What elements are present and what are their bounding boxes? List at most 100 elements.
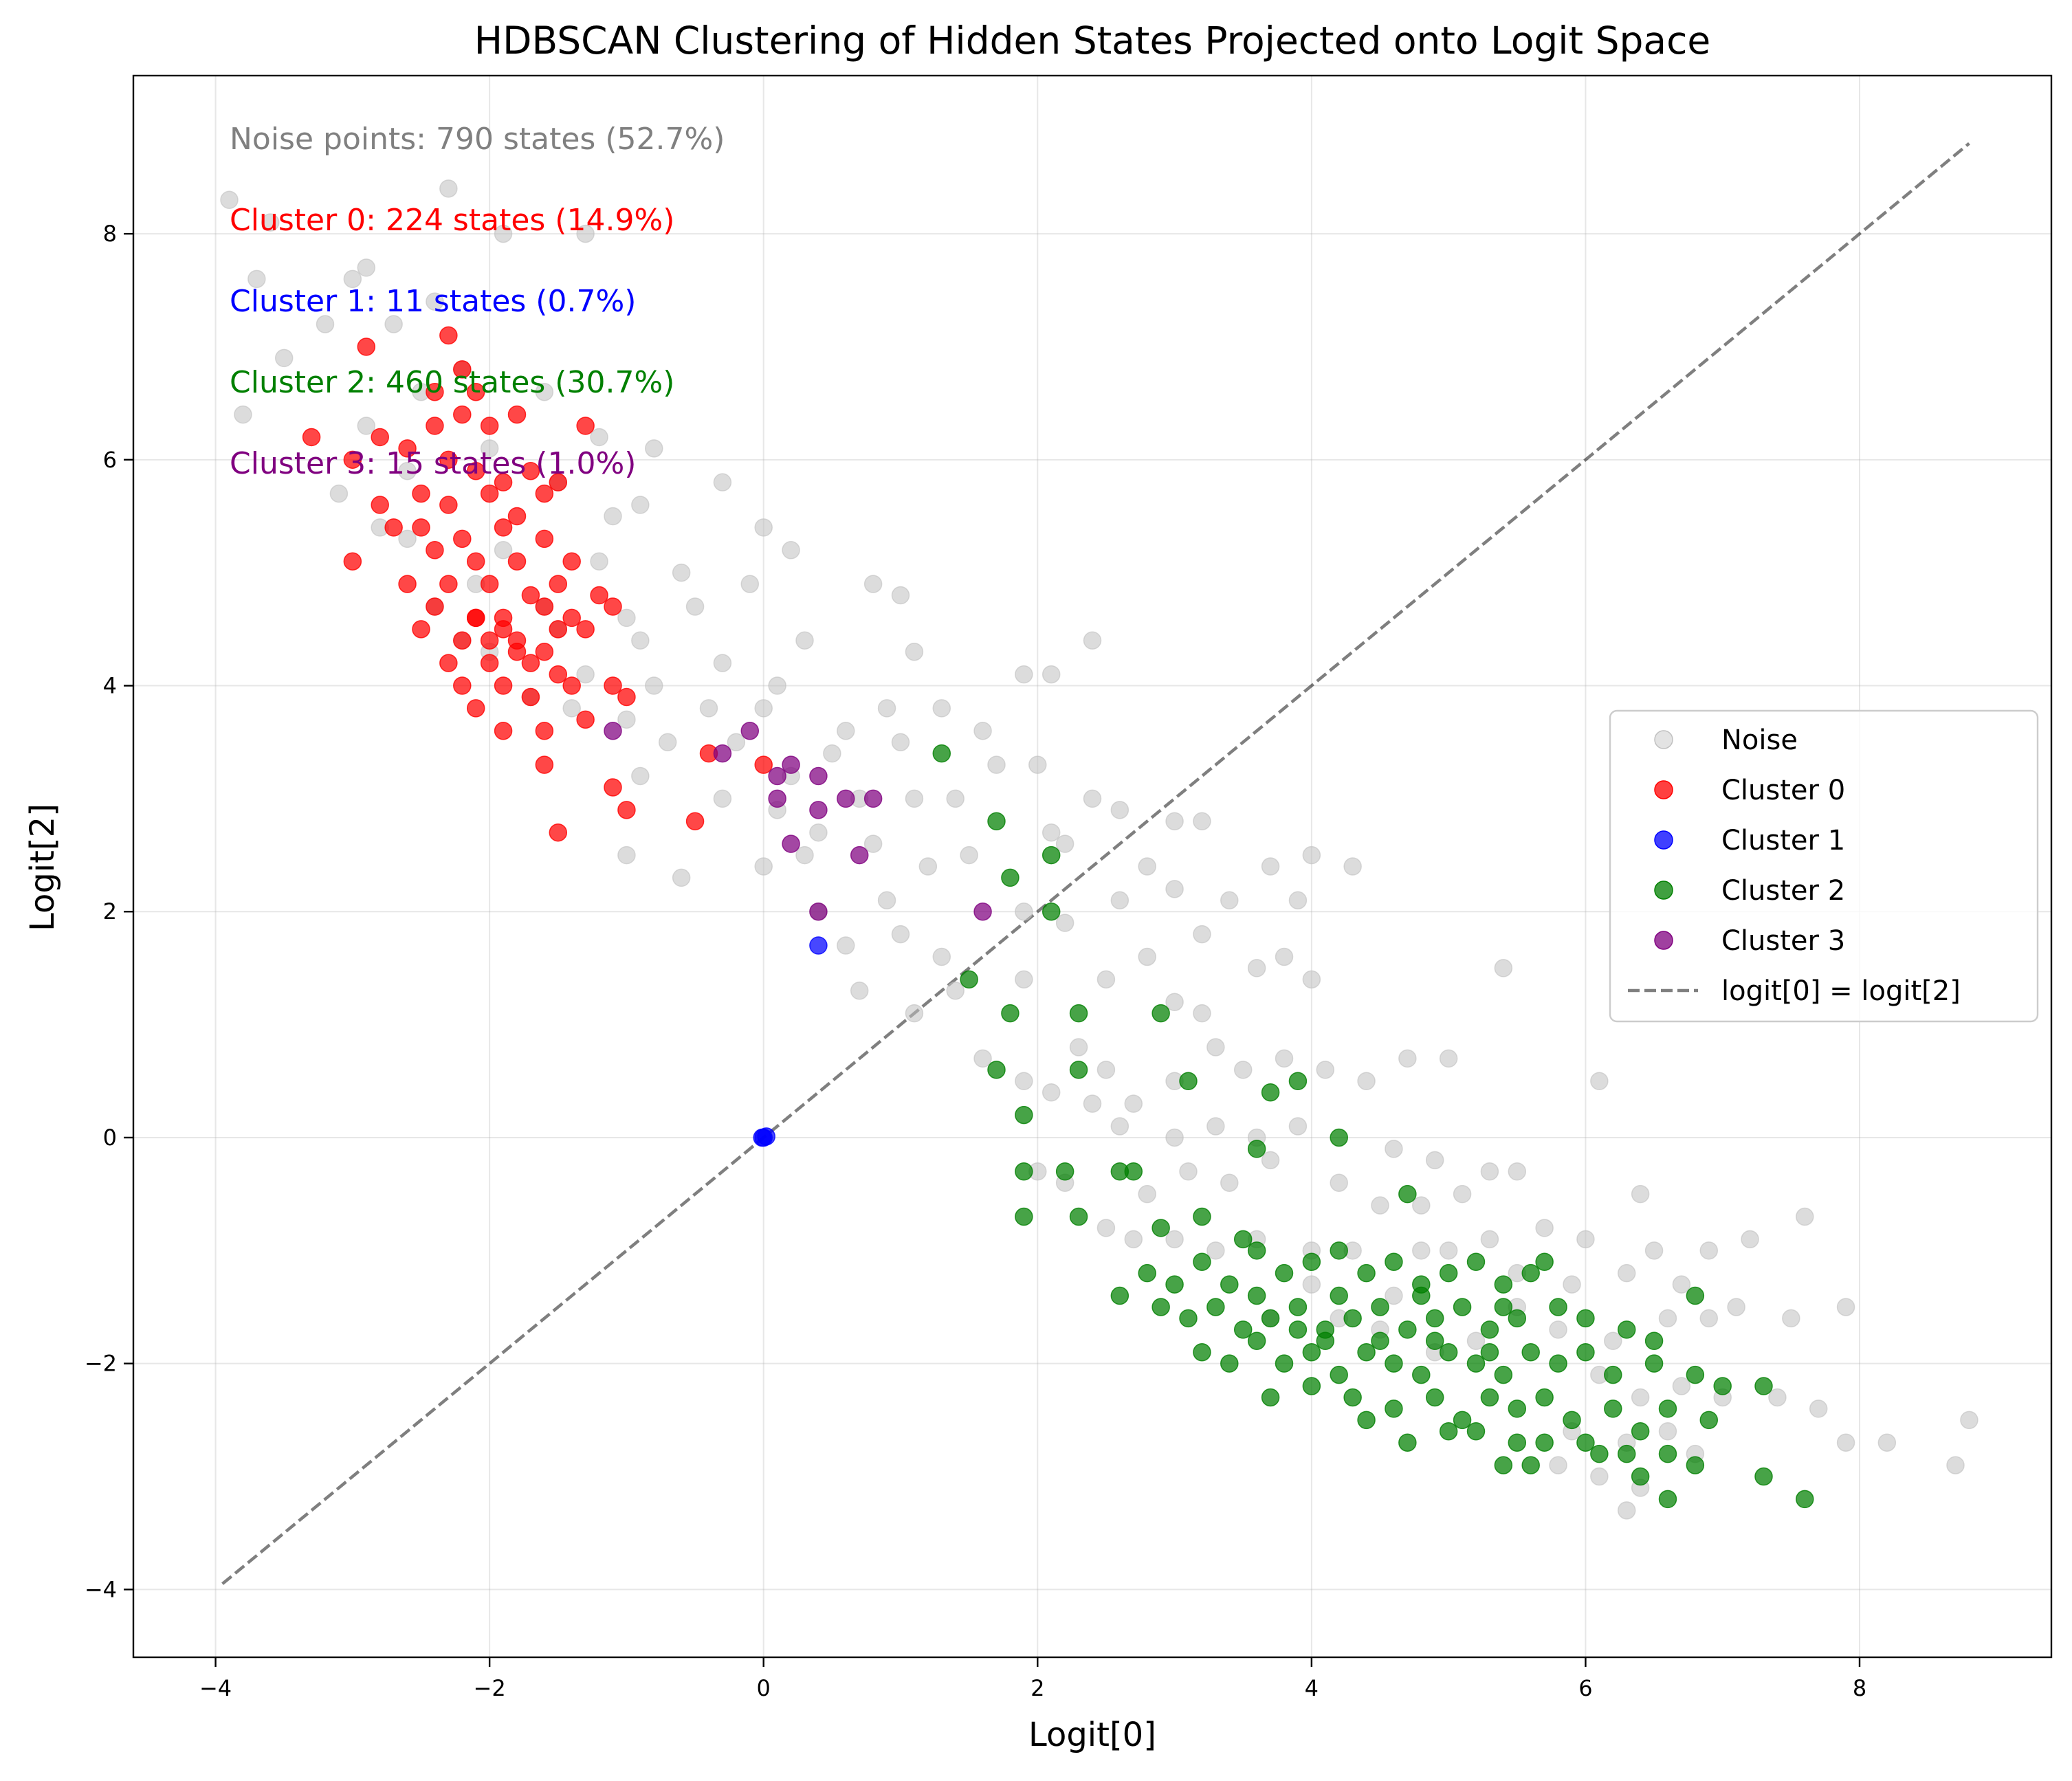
data-point	[795, 845, 814, 865]
data-point	[1193, 812, 1211, 831]
y-tick-label: 0	[103, 1125, 117, 1151]
data-point	[1371, 1298, 1389, 1316]
data-point	[1165, 993, 1184, 1011]
data-point	[905, 642, 924, 661]
data-point	[384, 315, 403, 333]
data-point	[1275, 1354, 1294, 1373]
data-point	[1165, 1230, 1184, 1249]
legend-frame	[1609, 709, 2039, 1023]
data-point	[604, 722, 622, 740]
data-point	[699, 699, 718, 718]
data-point	[549, 473, 568, 491]
data-point	[507, 552, 527, 571]
data-point	[1521, 1263, 1540, 1283]
data-point	[1480, 1388, 1499, 1407]
legend-label: Noise	[1721, 724, 1798, 756]
data-point	[727, 733, 746, 751]
data-point	[535, 597, 554, 616]
data-point	[905, 789, 924, 808]
data-point	[1193, 1004, 1211, 1023]
data-point	[1041, 902, 1061, 921]
data-point	[453, 360, 472, 379]
data-point	[234, 405, 252, 424]
data-point	[645, 439, 663, 458]
data-point	[1069, 1061, 1088, 1079]
data-point	[1644, 1241, 1664, 1260]
data-point	[631, 766, 650, 786]
data-point	[549, 575, 568, 593]
data-point	[1576, 1230, 1595, 1249]
data-point	[590, 586, 608, 605]
data-point	[809, 936, 828, 955]
data-point	[521, 687, 540, 707]
data-point	[1604, 1331, 1622, 1351]
data-point	[480, 654, 499, 672]
data-point	[1261, 1309, 1280, 1328]
data-point	[740, 722, 760, 740]
data-point	[782, 834, 800, 853]
data-point	[1809, 1400, 1828, 1418]
data-point	[1247, 1286, 1266, 1305]
data-point	[1193, 1252, 1211, 1271]
data-point	[1179, 1309, 1198, 1328]
data-point	[494, 722, 513, 740]
data-point	[1686, 1365, 1705, 1384]
data-point	[1069, 1038, 1088, 1057]
data-point	[672, 563, 691, 582]
data-point	[371, 496, 389, 514]
data-point	[494, 620, 513, 639]
y-tick-label: 6	[103, 447, 117, 473]
data-point	[1385, 1252, 1403, 1271]
data-point	[1741, 1230, 1759, 1249]
data-point	[850, 845, 869, 865]
data-point	[1302, 845, 1321, 865]
data-point	[1343, 1388, 1362, 1407]
cluster-annotation: Cluster 2: 460 states (30.7%)	[230, 365, 674, 400]
data-point	[837, 789, 855, 808]
data-point	[1124, 1094, 1143, 1113]
y-tick-label: −4	[85, 1576, 117, 1602]
data-point	[1261, 1083, 1280, 1102]
data-point	[1055, 914, 1074, 932]
data-point	[535, 722, 554, 740]
data-point	[946, 789, 965, 808]
data-point	[795, 631, 814, 650]
data-point	[343, 552, 362, 571]
plot-frame	[132, 74, 2053, 1659]
data-point	[439, 179, 458, 198]
data-point	[754, 755, 773, 774]
data-point	[1055, 834, 1074, 853]
data-point	[1466, 1354, 1486, 1373]
data-point	[754, 699, 773, 718]
data-point	[1480, 1320, 1499, 1339]
data-point	[891, 733, 910, 751]
data-point	[932, 699, 951, 718]
cluster-annotation: Cluster 3: 15 states (1.0%)	[230, 446, 636, 481]
data-point	[494, 473, 513, 491]
data-point	[1288, 1298, 1308, 1316]
data-point	[1398, 1049, 1417, 1068]
legend-marker	[1654, 830, 1673, 850]
data-point	[685, 597, 705, 616]
data-point	[1151, 1004, 1170, 1023]
data-point	[1713, 1377, 1732, 1395]
data-point	[398, 439, 417, 458]
data-point	[426, 292, 444, 311]
data-point	[1288, 1320, 1308, 1339]
data-point	[1041, 1083, 1061, 1102]
data-point	[562, 552, 581, 571]
data-point	[1398, 1320, 1417, 1339]
cluster-annotation: Cluster 1: 11 states (0.7%)	[230, 284, 636, 319]
data-point	[1535, 1433, 1554, 1452]
data-point	[507, 507, 527, 526]
data-point	[1179, 1162, 1198, 1181]
data-point	[1796, 1490, 1814, 1509]
points-layer	[220, 179, 1979, 1520]
data-point	[1302, 1275, 1321, 1294]
data-point	[1576, 1309, 1595, 1328]
data-point	[973, 722, 992, 740]
data-point	[412, 484, 430, 503]
data-point	[521, 462, 540, 480]
y-axis-label: Logit[2]	[23, 804, 62, 931]
